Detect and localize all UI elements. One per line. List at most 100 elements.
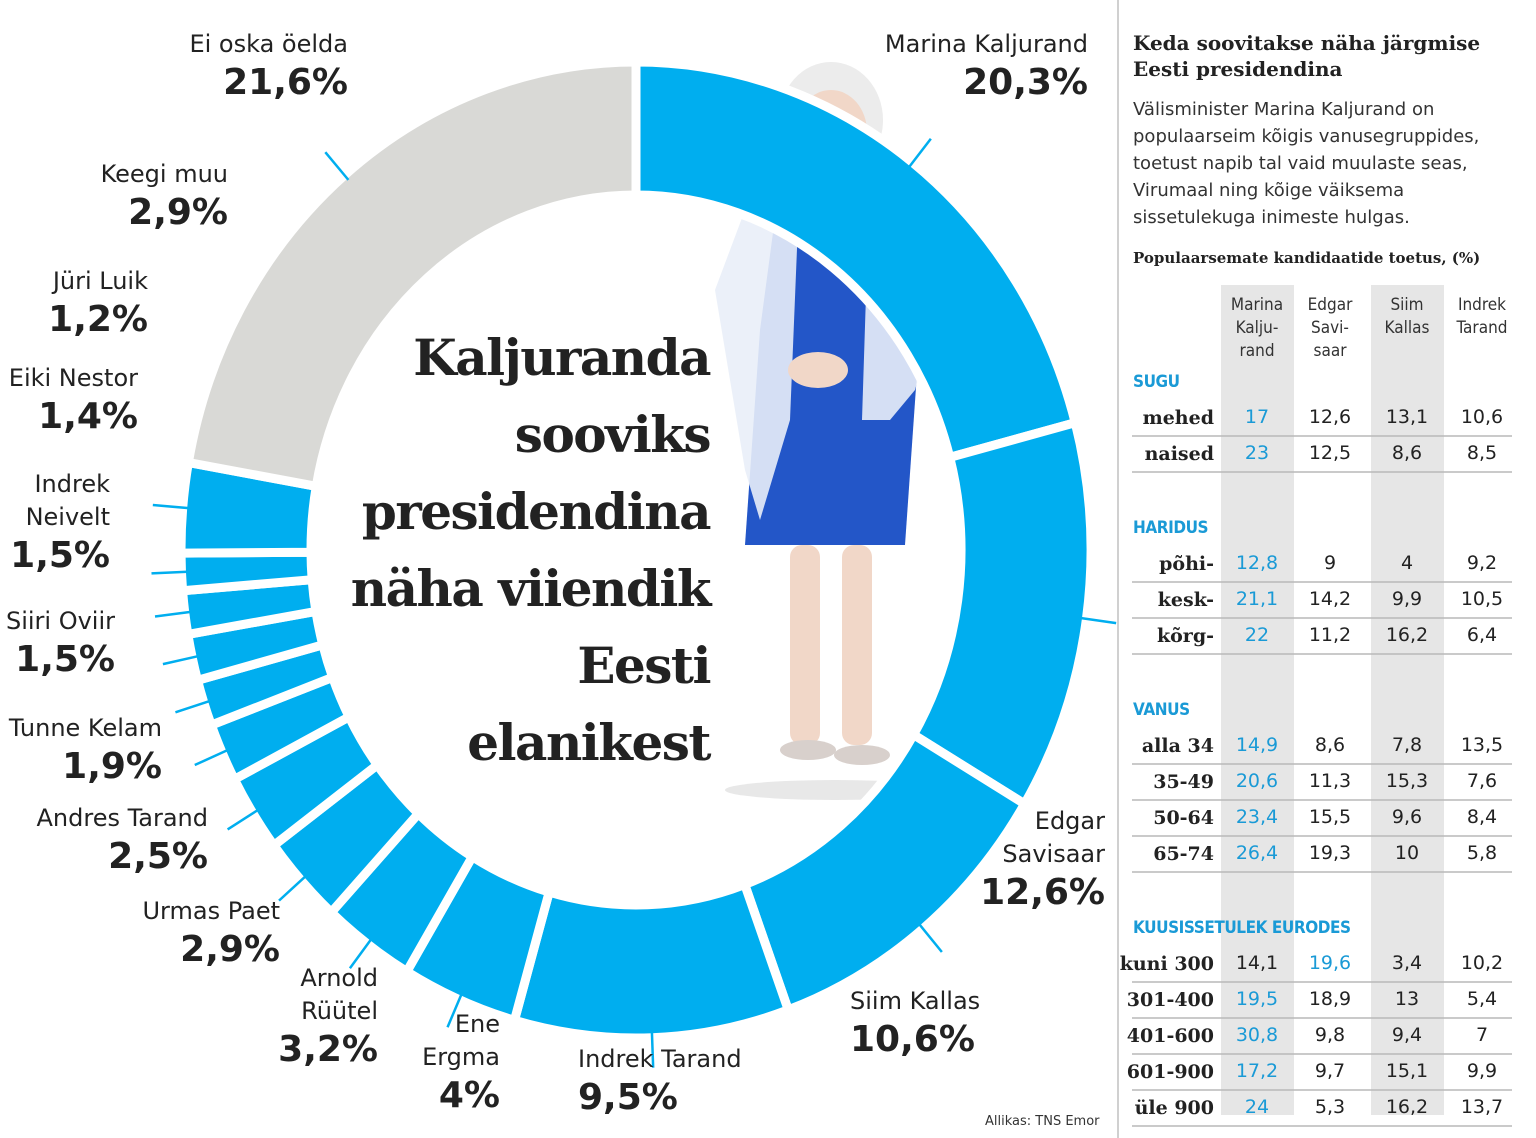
column-header: Edgar	[1307, 295, 1353, 315]
table-cell: 9,8	[1314, 1024, 1346, 1046]
column-header: saar	[1313, 341, 1347, 361]
leader-line	[175, 699, 210, 714]
slice-label: Andres Tarand 2,5%	[0, 802, 208, 879]
slice-label: Jüri Luik 1,2%	[0, 265, 148, 342]
category-label: Eiki Nestor	[8, 364, 138, 392]
table-cell: 5,8	[1466, 842, 1498, 864]
table-cell: 15,5	[1308, 806, 1352, 828]
slice-label: Keegi muu 2,9%	[28, 158, 228, 235]
table-cell: 19,3	[1308, 842, 1352, 864]
table-cell: 9,6	[1391, 806, 1423, 828]
table-cell: 8,6	[1391, 442, 1423, 464]
value-label: 3,2%	[278, 1029, 378, 1070]
table-cell: 15,1	[1385, 1060, 1429, 1082]
table-cell: 6,4	[1466, 624, 1498, 646]
value-label: 2,9%	[128, 192, 228, 233]
panel-heading: Keda soovitakse näha järgmise Eesti pres…	[1133, 31, 1481, 81]
category-label: Indrek Neivelt	[25, 470, 110, 531]
leader-line	[194, 748, 229, 767]
chart-title: presidendina	[362, 482, 711, 541]
table-title: Populaarsemate kandidaatide toetus, (%)	[1133, 249, 1481, 267]
table-cell: 9,7	[1314, 1060, 1346, 1082]
column-header: rand	[1239, 341, 1275, 361]
leader-line	[162, 654, 199, 666]
table-cell: 10,2	[1460, 952, 1504, 974]
table-cell: 16,2	[1385, 1096, 1429, 1118]
leader-line	[278, 875, 307, 902]
slice-label: Tunne Kelam 1,9%	[0, 712, 162, 789]
slice-label: Eiki Nestor 1,4%	[0, 362, 138, 439]
value-label: 10,6%	[850, 1019, 975, 1060]
table-cell: 20,6	[1235, 770, 1279, 792]
value-label: 9,5%	[578, 1077, 678, 1118]
chart-title: elanikest	[467, 713, 711, 772]
row-label: põhi-	[1159, 553, 1214, 575]
table-cell: 11,3	[1308, 770, 1352, 792]
table-cell: 10	[1394, 842, 1420, 864]
table-cell: 3,4	[1391, 952, 1423, 974]
category-label: Andres Tarand	[36, 804, 208, 832]
row-label: mehed	[1142, 407, 1214, 429]
donut-segment	[183, 57, 641, 492]
row-label: üle 900	[1134, 1097, 1214, 1119]
chart-title: sooviks	[515, 405, 711, 464]
category-label: Ene Ergma	[422, 1010, 500, 1071]
row-label: 401-600	[1126, 1025, 1214, 1047]
table-cell: 18,9	[1308, 988, 1352, 1010]
table-cell: 14,2	[1308, 588, 1352, 610]
table-cell: 8,5	[1466, 442, 1498, 464]
value-label: 1,2%	[48, 299, 148, 340]
table-cell: 30,8	[1235, 1024, 1279, 1046]
slice-label: Ene Ergma 4%	[420, 1008, 500, 1118]
table-cell: 9,9	[1391, 588, 1423, 610]
value-label: 1,5%	[10, 535, 110, 576]
row-label: 601-900	[1126, 1061, 1214, 1083]
slice-label: Marina Kaljurand 20,3%	[848, 28, 1088, 105]
table-cell: 19,5	[1235, 988, 1279, 1010]
column-header: Indrek	[1457, 295, 1507, 315]
column-header: Tarand	[1456, 318, 1508, 338]
category-label: Siiri Oviir	[5, 607, 115, 635]
leader-line	[152, 503, 189, 510]
category-label: Arnold Rüütel	[300, 964, 378, 1025]
source: Allikas: TNS Emor	[985, 1114, 1100, 1129]
value-label: 4%	[438, 1075, 500, 1116]
value-label: 12,6%	[980, 872, 1105, 913]
table-cell: 9,2	[1466, 552, 1498, 574]
leader-line	[1080, 616, 1117, 625]
slice-label: Ei oska öelda 21,6%	[128, 28, 348, 105]
category-label: Tunne Kelam	[8, 714, 162, 742]
table-cell: 8,4	[1466, 806, 1498, 828]
row-label: 35-49	[1153, 771, 1214, 793]
value-label: 20,3%	[963, 62, 1088, 103]
category-label: Urmas Paet	[142, 897, 280, 925]
category-label: Keegi muu	[100, 160, 228, 188]
slice-label: Arnold Rüütel 3,2%	[278, 962, 378, 1072]
leader-line	[348, 938, 373, 970]
row-label: 301-400	[1126, 989, 1214, 1011]
column-shade	[1221, 285, 1294, 1115]
category-label: Jüri Luik	[52, 267, 148, 295]
table-cell: 13	[1394, 988, 1420, 1010]
leader-line	[650, 1031, 655, 1068]
donut-segment	[631, 57, 1081, 463]
value-label: 2,9%	[180, 929, 280, 970]
table-cell: 12,5	[1308, 442, 1352, 464]
category-label: Edgar Savisaar	[1002, 807, 1105, 868]
leader-line	[446, 993, 463, 1028]
value-label: 2,5%	[108, 836, 208, 877]
category-label: Siim Kallas	[850, 987, 981, 1015]
table-cell: 17	[1244, 406, 1270, 428]
group-label: SUGU	[1133, 372, 1180, 392]
leader-line	[918, 923, 943, 953]
group-label: KUUSISSETULEK EURODES	[1133, 918, 1351, 938]
category-label: Indrek Tarand	[578, 1045, 742, 1073]
value-label: 1,5%	[15, 639, 115, 680]
table-cell: 10,5	[1460, 588, 1504, 610]
slice-label: Siiri Oviir 1,5%	[0, 605, 115, 682]
leader-line	[907, 137, 932, 169]
group-label: HARIDUS	[1133, 518, 1209, 538]
row-label: kesk-	[1157, 589, 1214, 611]
